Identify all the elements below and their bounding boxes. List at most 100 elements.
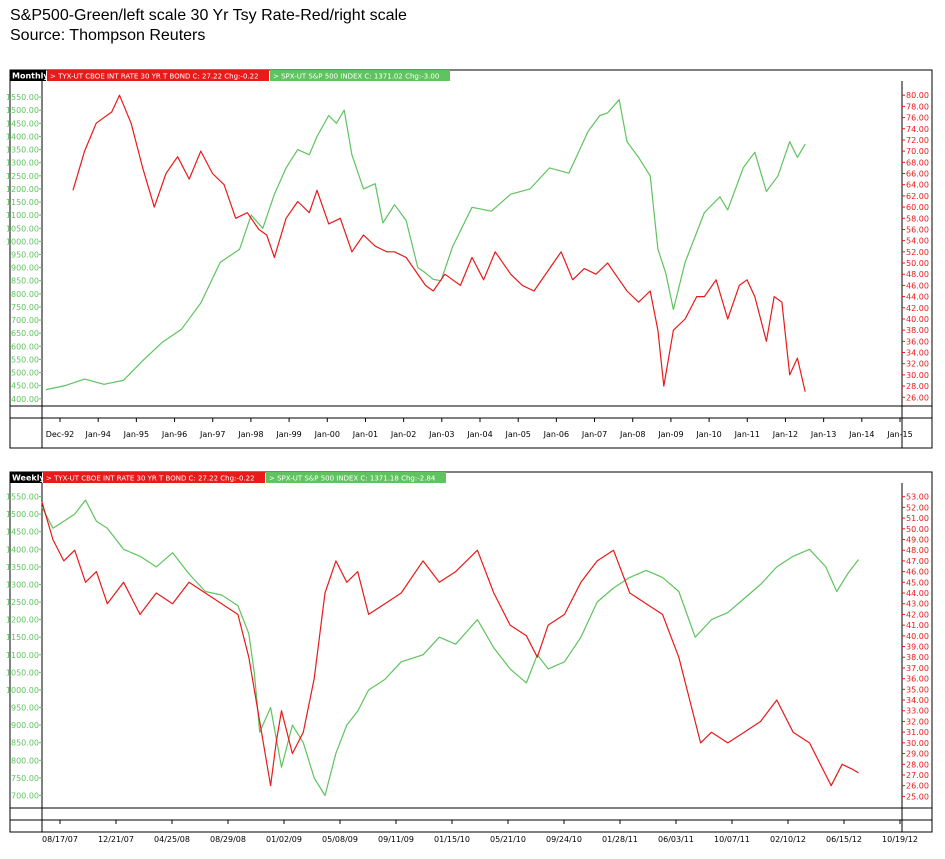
right-tick-label: 31.00 [906,728,929,737]
x-tick-label: Jan-00 [314,430,340,439]
left-tick-label: 500.00 [11,369,39,378]
right-tick-label: 30.00 [906,739,929,748]
left-tick-label: 1300.00 [6,580,39,589]
left-tick-label: 900.00 [11,721,39,730]
legend-text-green: > SPX-UT S&P 500 INDEX C: 1371.18 Chg:-2… [269,475,436,483]
left-tick-label: 850.00 [11,739,39,748]
right-tick-label: 40.00 [906,632,929,641]
left-tick-label: 1450.00 [6,528,39,537]
right-tick-label: 36.00 [906,675,929,684]
left-tick-label: 1050.00 [6,668,39,677]
left-tick-label: 1200.00 [6,185,39,194]
x-tick-label: 04/25/08 [154,835,190,844]
right-tick-label: 28.00 [906,760,929,769]
x-tick-label: 05/21/10 [490,835,526,844]
right-tick-label: 78.00 [906,102,929,111]
left-tick-label: 750.00 [11,303,39,312]
right-tick-label: 34.00 [906,696,929,705]
right-tick-label: 33.00 [906,707,929,716]
x-tick-label: Jan-94 [84,430,110,439]
right-tick-label: 46.00 [906,281,929,290]
left-tick-label: 600.00 [11,342,39,351]
left-tick-label: 800.00 [11,756,39,765]
source-note: Source: Thompson Reuters [10,27,206,44]
right-tick-label: 44.00 [906,293,929,302]
right-tick-label: 44.00 [906,589,929,598]
right-tick-label: 72.00 [906,136,929,145]
right-tick-label: 30.00 [906,371,929,380]
right-tick-label: 53.00 [906,493,929,502]
x-tick-label: 09/11/09 [378,835,414,844]
left-tick-label: 1350.00 [6,563,39,572]
left-tick-label: 1000.00 [6,237,39,246]
x-tick-label: Jan-05 [504,430,530,439]
x-tick-label: Jan-14 [848,430,874,439]
right-tick-label: 48.00 [906,546,929,555]
period-tag: Monthly [12,72,49,81]
right-tick-label: 56.00 [906,225,929,234]
left-tick-label: 1250.00 [6,598,39,607]
x-tick-label: Jan-04 [466,430,492,439]
x-tick-label: 06/15/12 [826,835,862,844]
left-tick-label: 450.00 [11,382,39,391]
left-tick-label: 1100.00 [6,211,39,220]
x-tick-label: 01/02/09 [266,835,302,844]
period-tag: Weekly [12,474,45,483]
right-tick-label: 54.00 [906,237,929,246]
left-tick-label: 1500.00 [6,106,39,115]
right-tick-label: 51.00 [906,514,929,523]
series-line-tyx-ut [41,501,859,787]
panel-frame [9,69,933,449]
right-tick-label: 40.00 [906,315,929,324]
left-tick-label: 750.00 [11,774,39,783]
left-tick-label: 1550.00 [6,493,39,502]
x-tick-label: 12/21/07 [98,835,134,844]
series-line-tyx-ut [72,94,806,392]
left-tick-label: 950.00 [11,250,39,259]
x-tick-label: 05/08/09 [322,835,358,844]
right-tick-label: 50.00 [906,259,929,268]
left-tick-label: 1400.00 [6,545,39,554]
legend-bg-green [270,70,450,81]
x-tick-label: 10/07/11 [714,835,750,844]
left-tick-label: 1250.00 [6,172,39,181]
right-tick-label: 41.00 [906,621,929,630]
left-tick-label: 950.00 [11,704,39,713]
right-tick-label: 64.00 [906,181,929,190]
left-tick-label: 1300.00 [6,159,39,168]
right-tick-label: 38.00 [906,326,929,335]
right-tick-label: 45.00 [906,578,929,587]
left-tick-label: 700.00 [11,791,39,800]
right-tick-label: 39.00 [906,643,929,652]
legend-text-red: > TYX-UT CBOE INT RATE 30 YR T BOND C: 2… [50,73,259,81]
left-tick-label: 650.00 [11,329,39,338]
x-tick-label: Jan-02 [390,430,416,439]
right-tick-label: 26.00 [906,782,929,791]
x-tick-label: Jan-99 [275,430,301,439]
x-tick-label: 02/10/12 [770,835,806,844]
x-tick-label: 01/28/11 [602,835,638,844]
x-tick-label: Jan-98 [237,430,263,439]
right-tick-label: 35.00 [906,685,929,694]
right-tick-label: 26.00 [906,393,929,402]
left-tick-label: 850.00 [11,277,39,286]
right-tick-label: 52.00 [906,248,929,257]
left-tick-label: 1400.00 [6,132,39,141]
x-tick-label: 10/19/12 [882,835,918,844]
right-tick-label: 48.00 [906,270,929,279]
legend-text-red: > TYX-UT CBOE INT RATE 30 YR T BOND C: 2… [46,475,255,483]
x-tick-label: Jan-01 [352,430,378,439]
x-tick-label: 08/17/07 [42,835,78,844]
legend-bg-red [47,70,269,81]
x-tick-label: Jan-13 [810,430,836,439]
x-tick-label: Dec-92 [46,430,75,439]
left-tick-label: 700.00 [11,316,39,325]
x-tick-label: Jan-06 [543,430,569,439]
x-tick-label: 08/29/08 [210,835,246,844]
right-tick-label: 34.00 [906,349,929,358]
left-tick-label: 400.00 [11,395,39,404]
left-tick-label: 900.00 [11,264,39,273]
period-tag-bg [10,472,42,483]
